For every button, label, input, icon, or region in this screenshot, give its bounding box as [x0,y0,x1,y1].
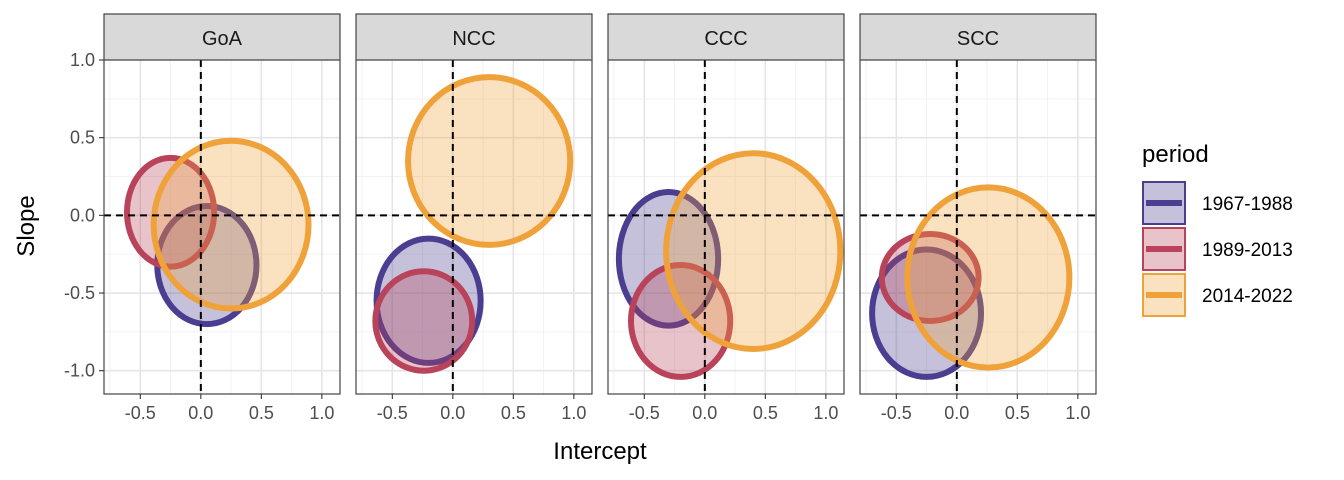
x-tick-label: 0.0 [944,403,969,423]
x-tick-label: 1.0 [561,403,586,423]
ellipse-1989-2013 [123,154,218,270]
legend-label: 1967-1988 [1202,194,1293,215]
ellipse-1989-2013 [878,230,982,324]
legend: period 1967-1988 1989-2013 2014-2022 [1142,141,1293,317]
x-tick-label: -0.5 [629,403,660,423]
x-tick-label: 0.5 [501,403,526,423]
ellipse-1989-2013 [372,268,476,374]
ellipse-2014-2022 [405,74,574,248]
y-tick-label: 0.0 [70,205,95,225]
legend-label: 1989-2013 [1202,240,1293,261]
legend-label: 2014-2022 [1202,286,1293,307]
facet-panel-scc: SCC -0.5 0.0 0.5 1.0 [859,13,1097,423]
panel-border [355,59,593,395]
plot-background [104,60,340,394]
y-tick-label: -0.5 [64,283,95,303]
x-tick-label: 1.0 [1065,403,1090,423]
x-tick-label: -0.5 [377,403,408,423]
facet-strip-label: SCC [957,28,999,50]
y-axis-title: Slope [13,195,40,256]
panel-border [607,59,845,395]
facet-strip [859,13,1097,61]
x-tick-label: 0.0 [440,403,465,423]
facet-strip-label: GoA [202,28,243,50]
y-axis: -1.0 -0.5 0.0 0.5 1.0 [64,50,104,381]
y-tick-label: -1.0 [64,361,95,381]
panels: GoA -0.5 0.0 0.5 1.0 NCC -0.5 0.0 0.5 1.0 CCC -0.5 0… [103,13,1097,423]
legend-entry-2014-2022: 2014-2022 [1142,273,1293,317]
facet-strip-label: CCC [704,28,747,50]
legend-entry-1989-2013: 1989-2013 [1142,227,1293,271]
facet-strip [103,13,341,61]
facet-strip-label: NCC [452,28,495,50]
facet-panel-ncc: NCC -0.5 0.0 0.5 1.0 [355,13,593,423]
plot-background [356,60,592,394]
legend-entry-1967-1988: 1967-1988 [1142,181,1293,225]
x-tick-label: 0.5 [753,403,778,423]
y-tick-label: 1.0 [70,50,95,70]
x-tick-label: 0.5 [249,403,274,423]
x-tick-label: -0.5 [125,403,156,423]
x-tick-label: 1.0 [813,403,838,423]
panel-border [859,59,1097,395]
x-axis-title: Intercept [553,438,647,465]
facet-panel-goa: GoA -0.5 0.0 0.5 1.0 [103,13,341,423]
legend-title: period [1142,141,1209,168]
y-tick-label: 0.5 [70,128,95,148]
ellipse-2014-2022 [663,150,844,352]
panel-border [103,59,341,395]
ellipse-1967-1988 [869,246,985,380]
x-tick-label: 0.5 [1005,403,1030,423]
facet-panel-ccc: CCC -0.5 0.0 0.5 1.0 [607,13,845,423]
ellipse-2014-2022 [150,137,312,312]
x-tick-label: -0.5 [881,403,912,423]
x-tick-label: 0.0 [188,403,213,423]
ellipse-2014-2022 [904,184,1073,371]
x-tick-label: 1.0 [309,403,334,423]
x-tick-label: 0.0 [692,403,717,423]
